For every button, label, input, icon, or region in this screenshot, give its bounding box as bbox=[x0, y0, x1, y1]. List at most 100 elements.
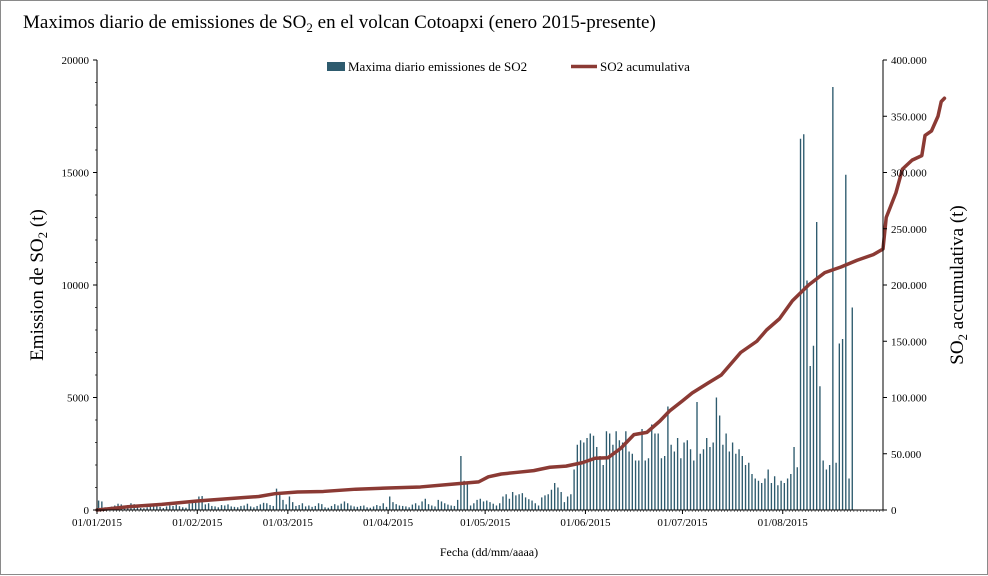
bar bbox=[217, 507, 219, 510]
bar bbox=[350, 505, 352, 510]
bar bbox=[243, 505, 245, 510]
x-tick-label: 01/03/2015 bbox=[263, 517, 314, 529]
bar bbox=[165, 506, 168, 510]
bar bbox=[211, 505, 213, 510]
bar bbox=[414, 503, 417, 510]
bar bbox=[835, 462, 837, 510]
bar bbox=[605, 431, 608, 510]
bar bbox=[689, 449, 692, 510]
bar bbox=[751, 474, 753, 510]
bar bbox=[444, 503, 446, 510]
bar bbox=[421, 501, 423, 510]
bar bbox=[321, 504, 323, 510]
bar bbox=[534, 503, 536, 510]
bar bbox=[502, 496, 504, 510]
bar bbox=[573, 469, 575, 510]
bar bbox=[793, 447, 795, 510]
bar bbox=[489, 502, 491, 511]
x-tick-label: 01/08/2015 bbox=[758, 517, 809, 529]
bar bbox=[259, 504, 262, 511]
bar bbox=[308, 505, 310, 510]
bar bbox=[450, 505, 452, 510]
plot-area: 0 5000 10000 15000 20000 0 50.000 100.000 150.00… bbox=[62, 55, 947, 529]
bar bbox=[518, 494, 520, 510]
bar bbox=[550, 489, 553, 510]
bar bbox=[418, 505, 420, 510]
bar bbox=[609, 433, 611, 510]
bar bbox=[233, 506, 236, 510]
bar bbox=[615, 431, 617, 510]
bar bbox=[447, 504, 449, 510]
y-left-tick-label: 5000 bbox=[67, 393, 90, 405]
bar bbox=[777, 485, 779, 510]
bar bbox=[182, 507, 184, 510]
bar bbox=[405, 506, 407, 510]
bar bbox=[269, 505, 271, 510]
bar bbox=[586, 438, 588, 510]
bar bbox=[845, 174, 847, 510]
bar bbox=[812, 345, 815, 510]
bar bbox=[198, 496, 200, 510]
bar bbox=[761, 483, 763, 510]
bar bbox=[495, 505, 498, 510]
bar bbox=[515, 495, 517, 511]
bar bbox=[382, 503, 384, 510]
bar bbox=[427, 504, 430, 510]
x-tick-label: 01/05/2015 bbox=[460, 517, 511, 529]
bar bbox=[492, 503, 494, 510]
bar bbox=[262, 502, 265, 510]
bar bbox=[266, 503, 268, 510]
bar bbox=[621, 442, 624, 510]
bar bbox=[641, 429, 643, 510]
bar bbox=[783, 483, 786, 510]
bar bbox=[227, 504, 229, 511]
bar bbox=[680, 458, 682, 510]
y-right-tick-label: 400.000 bbox=[891, 55, 927, 67]
bar bbox=[230, 506, 232, 510]
y-left-tick-label: 20000 bbox=[62, 55, 90, 67]
bar bbox=[592, 435, 595, 510]
bar bbox=[376, 505, 378, 510]
y-right-tick-label: 200.000 bbox=[891, 280, 927, 292]
bar bbox=[139, 507, 142, 510]
bar bbox=[563, 502, 566, 511]
bar bbox=[143, 508, 145, 510]
bar bbox=[347, 503, 349, 510]
bar bbox=[469, 505, 472, 510]
bar bbox=[657, 433, 659, 510]
y-axis-left-title: Emission de SO2 (t) bbox=[27, 209, 50, 361]
bar bbox=[660, 458, 663, 510]
bar bbox=[207, 503, 210, 510]
bar bbox=[693, 460, 695, 510]
bar bbox=[178, 506, 181, 510]
bar bbox=[191, 501, 194, 510]
bar bbox=[754, 478, 756, 510]
bar bbox=[725, 433, 727, 510]
bar bbox=[240, 505, 242, 510]
bar bbox=[162, 507, 164, 510]
bar bbox=[699, 453, 701, 510]
bar bbox=[379, 505, 381, 510]
bar bbox=[314, 505, 317, 510]
bar bbox=[722, 444, 724, 510]
x-axis-title: Fecha (dd/mm/aaaa) bbox=[440, 545, 538, 559]
bar bbox=[744, 465, 747, 510]
bar bbox=[237, 507, 239, 510]
bar bbox=[136, 506, 139, 511]
bar bbox=[298, 505, 300, 510]
y-right-tick-label: 300.000 bbox=[891, 168, 927, 180]
bar bbox=[654, 433, 656, 510]
bar bbox=[570, 494, 572, 510]
bar bbox=[440, 501, 443, 510]
legend-line-label: SO2 acumulativa bbox=[600, 59, 690, 74]
bar bbox=[188, 503, 190, 510]
bar bbox=[696, 402, 698, 510]
bar bbox=[537, 505, 540, 510]
bar bbox=[770, 483, 773, 510]
bar bbox=[757, 480, 760, 510]
bar bbox=[453, 505, 456, 510]
bar bbox=[499, 503, 501, 510]
bar bbox=[702, 449, 705, 510]
bar bbox=[841, 339, 844, 510]
